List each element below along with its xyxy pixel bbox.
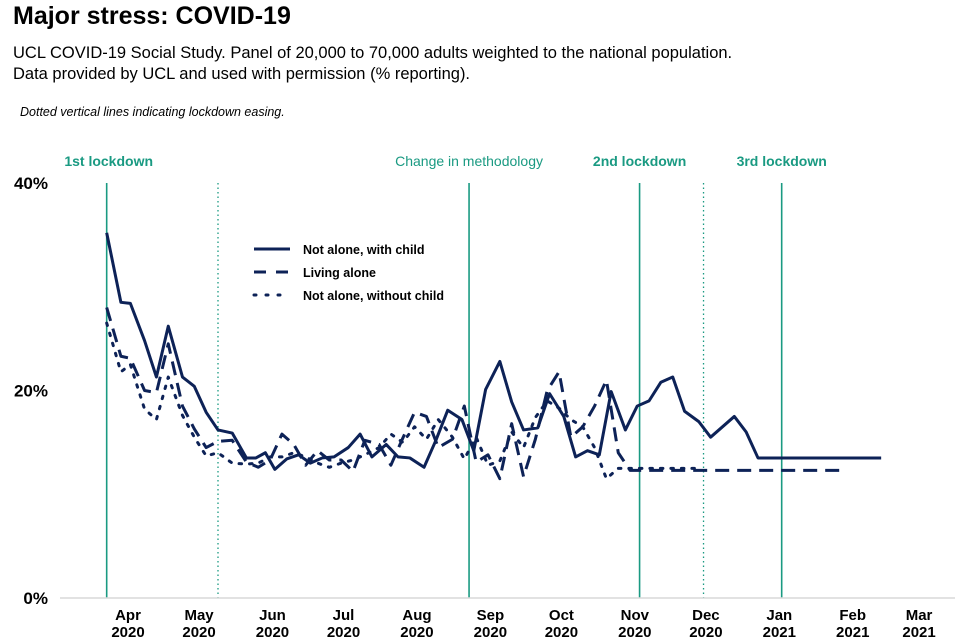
x-tick-month: Feb [839, 607, 866, 624]
x-tick-month: Nov [621, 607, 650, 624]
series-line-not-alone-with-child [105, 232, 882, 471]
x-tick-year: 2020 [111, 624, 144, 640]
legend-label: Not alone, with child [303, 243, 425, 257]
y-tick-label: 0% [23, 589, 48, 608]
x-tick-year: 2020 [182, 624, 215, 640]
x-tick-month: Apr [115, 607, 141, 624]
x-tick-year: 2020 [474, 624, 507, 640]
series-lines [105, 232, 882, 481]
legend-item: Living alone [254, 266, 376, 280]
event-label: 1st lockdown [64, 153, 153, 169]
x-tick-year: 2020 [256, 624, 289, 640]
legend-item: Not alone, with child [254, 243, 425, 257]
series-line-living-alone [105, 307, 844, 481]
legend-item: Not alone, without child [252, 289, 444, 303]
chart-subtitle: UCL COVID-19 Social Study. Panel of 20,0… [13, 43, 732, 85]
chart-title: Major stress: COVID-19 [13, 2, 291, 30]
y-tick-label: 20% [14, 382, 48, 401]
legend-label: Living alone [303, 266, 376, 280]
x-tick-year: 2020 [327, 624, 360, 640]
x-tick-month: May [184, 607, 214, 624]
x-tick-month: Jun [259, 607, 286, 624]
x-tick-month: Jul [333, 607, 355, 624]
x-tick-month: Dec [692, 607, 720, 624]
event-markers: 1st lockdown Change in methodology 2nd loc… [64, 153, 827, 598]
x-tick-month: Oct [549, 607, 574, 624]
x-tick-month: Sep [477, 607, 505, 624]
x-tick-year: 2020 [618, 624, 651, 640]
event-label: Change in methodology [395, 153, 543, 169]
series-line-not-alone-without-child [105, 321, 703, 481]
x-tick-year: 2021 [902, 624, 935, 640]
y-axis-ticks: 0% 20% 40% [14, 174, 48, 608]
x-tick-month: Aug [402, 607, 431, 624]
x-tick-month: Jan [766, 607, 792, 624]
event-label: 2nd lockdown [593, 153, 686, 169]
subtitle-line-1: UCL COVID-19 Social Study. Panel of 20,0… [13, 44, 733, 62]
x-tick-month: Mar [906, 607, 933, 624]
legend: Not alone, with child Living alone Not alo… [252, 243, 444, 303]
chart-note: Dotted vertical lines indicating lockdow… [20, 105, 285, 119]
event-label: 3rd lockdown [737, 153, 827, 169]
x-axis-ticks: Apr2020May2020Jun2020Jul2020Aug2020Sep20… [111, 607, 935, 640]
y-tick-label: 40% [14, 174, 48, 193]
legend-label: Not alone, without child [303, 289, 444, 303]
x-tick-year: 2021 [763, 624, 796, 640]
subtitle-line-2: Data provided by UCL and used with permi… [13, 65, 471, 83]
x-tick-year: 2020 [400, 624, 433, 640]
x-tick-year: 2020 [545, 624, 578, 640]
x-tick-year: 2020 [689, 624, 722, 640]
x-tick-year: 2021 [836, 624, 869, 640]
